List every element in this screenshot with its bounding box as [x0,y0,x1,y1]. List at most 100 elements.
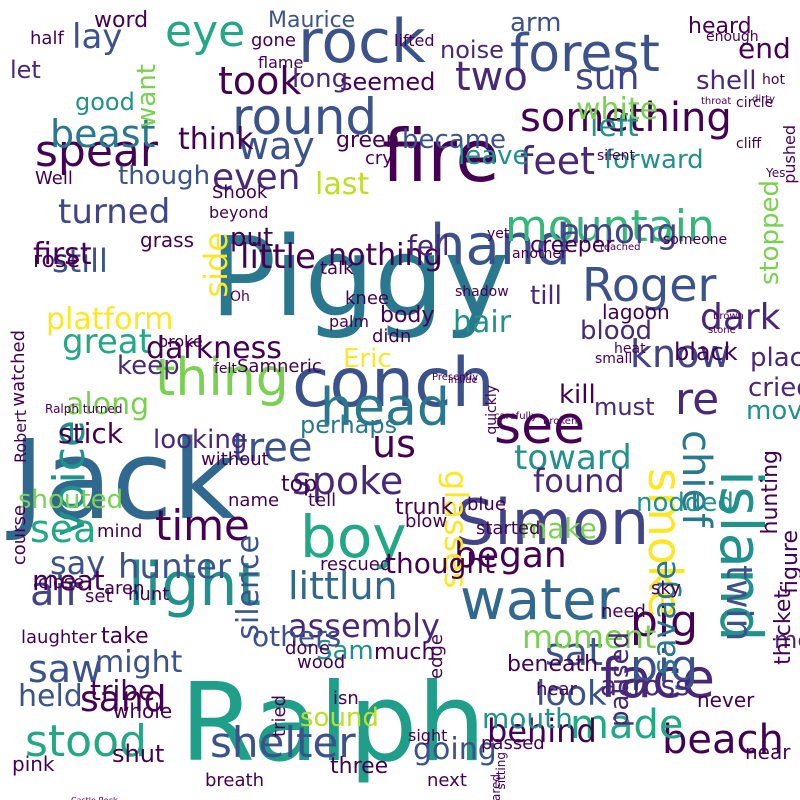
word-end: end [738,32,791,65]
word-tell: tell [308,490,337,511]
word-mouth: mouth [482,702,573,735]
word-thought: thought [385,547,496,580]
word-sound: sound [300,703,379,733]
word-water: water [460,568,620,633]
word-shelter: shelter [210,718,356,767]
word-body: body [380,303,435,328]
word-breath: breath [205,770,265,791]
word-arm: arm [510,8,562,38]
word-turned: turned [58,192,171,232]
word-round: round [232,88,378,146]
word-shadow: shadow [455,284,509,300]
word-piggy: Piggy [210,213,510,341]
word-pink: pink [12,752,55,776]
word-eye: eye [165,6,246,57]
word-appeared: appeared [489,774,503,800]
word-broken: broken [543,416,578,427]
word-course: course [9,505,30,566]
word-great: great [62,322,152,362]
word-half: half [30,28,64,49]
word-place: place [750,343,800,373]
word-meat: meat [32,564,105,597]
word-good: good [75,88,135,116]
word-little: little [240,237,316,277]
word-stick: stick [58,417,123,450]
word-hand: hand [430,213,571,278]
word-say: say [50,544,106,582]
word-took: took [218,59,302,103]
word-fell: fell [407,229,450,262]
word-hunt: hunt [128,584,170,605]
word-began: began [454,535,567,576]
word-lifted: lifted [394,31,435,50]
word-quickly: quickly [484,385,500,435]
word-talk: talk [320,258,354,279]
word-another: another [512,246,567,262]
word-trunk: trunk [395,495,454,520]
word-stood: stood [25,716,147,767]
word-thicket: thicket [771,590,796,665]
word-rock: rock [298,7,426,77]
word-blue: blue [467,494,506,515]
word-face: face [600,647,716,710]
word-hair: hair [453,305,512,340]
word-yet: yet [487,226,510,242]
word-even: even [212,157,301,198]
word-never: never [697,688,755,712]
word-need: need [601,601,646,622]
word-looking: looking [153,425,248,455]
word-hunter: hunter [118,547,231,587]
word-shell: shell [696,66,757,96]
word-saw: saw [28,647,103,691]
word-edge: edge [426,634,447,679]
word-cried: cried [748,373,800,403]
word-well: Well [35,168,73,189]
word-know: know [630,332,731,376]
word-feet: feet [520,139,596,183]
word-assembly: assembly [288,607,440,645]
word-name: name [228,490,280,511]
word-behind: behind [487,712,597,750]
word-started: started [476,518,541,539]
word-fire: fire [382,114,500,198]
word-set: set [85,586,113,607]
word-going: going [413,732,497,767]
word-nothing: nothing [328,238,443,273]
word-thing: thing [155,348,289,408]
word-small: small [595,351,633,367]
word-carefully: carefully [494,411,538,422]
word-shouted: shouted [18,485,124,515]
word-kill: kill [559,380,596,410]
word-passed: passed [481,733,545,754]
word-cliff: cliff [736,136,762,152]
word-word: word [94,8,149,33]
word-look: look [536,674,607,714]
word-see: see [494,396,586,456]
word-beyond: beyond [209,203,269,222]
word-whole: whole [113,699,173,723]
word-along: along [66,387,150,422]
word-didn: didn [372,326,412,347]
word-gone: gone [251,30,296,51]
word-sand: sand [80,679,167,720]
word-though: though [118,161,211,191]
word-pig: pig [630,641,699,692]
word-among: among [560,212,678,252]
word-cry: cry [365,148,393,169]
word-time: time [155,501,250,550]
word-left: left [590,109,639,144]
word-tree: tree [232,425,313,471]
word-close: close [38,572,85,593]
word-blood: blood [580,316,653,346]
word-ralph: Ralph [180,661,486,786]
word-next: next [427,770,467,791]
word-mind: mind [97,521,143,542]
word-inside: inside [448,375,478,386]
word-want: want [132,64,162,128]
word-isn: isn [333,688,359,709]
word-keep: keep [117,351,180,381]
word-flame: flame [258,53,304,72]
word-make: make [520,512,597,545]
word-eric: Eric [343,344,392,374]
